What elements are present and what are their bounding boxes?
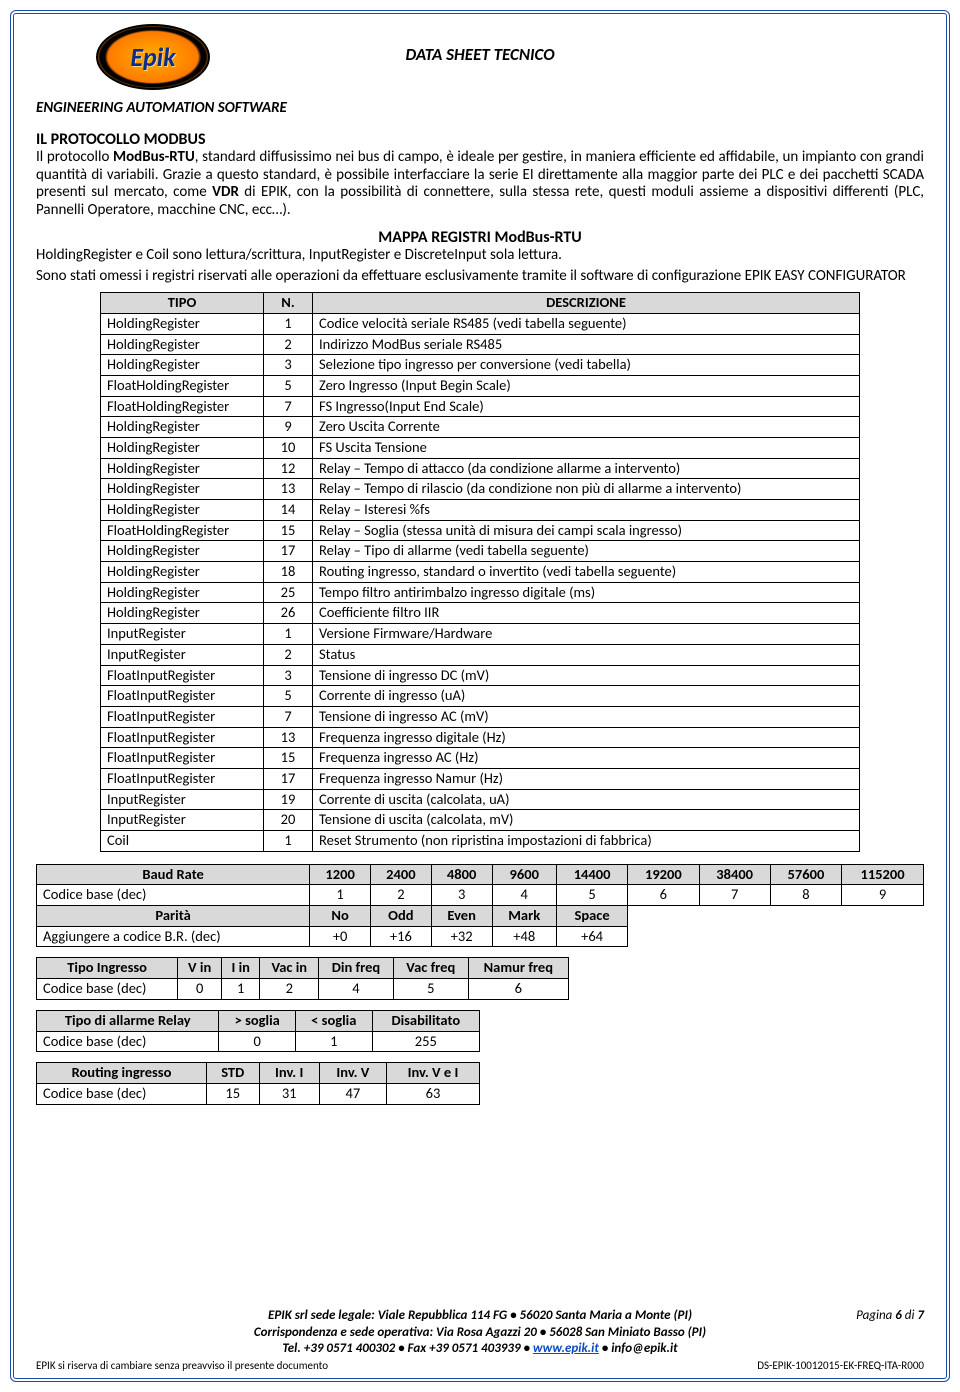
table-row: FloatInputRegister15Frequenza ingresso A… — [101, 748, 860, 769]
map-note-1: HoldingRegister e Coil sono lettura/scri… — [36, 247, 924, 265]
section-title: IL PROTOCOLLO MODBUS — [36, 130, 924, 149]
footer-doc-id: DS-EPIK-10012015-EK-FREQ-ITA-R000 — [757, 1359, 924, 1372]
table-row: InputRegister2Status — [101, 644, 860, 665]
footer-address-2: Corrispondenza e sede operativa: Via Ros… — [36, 1325, 924, 1341]
map-note-2: Sono stati omessi i registri riservati a… — [36, 268, 924, 286]
alarm-relay-table: Tipo di allarme Relay> soglia< sogliaDis… — [36, 1010, 480, 1052]
table-row: HoldingRegister25Tempo filtro antirimbal… — [101, 582, 860, 603]
table-row: FloatInputRegister7Tensione di ingresso … — [101, 706, 860, 727]
table-row: InputRegister20Tensione di uscita (calco… — [101, 810, 860, 831]
table-row: Coil1Reset Strumento (non ripristina imp… — [101, 831, 860, 852]
table-row: FloatInputRegister5Corrente di ingresso … — [101, 686, 860, 707]
table-row: HoldingRegister9Zero Uscita Corrente — [101, 417, 860, 438]
table-row: HoldingRegister18Routing ingresso, stand… — [101, 562, 860, 583]
col-desc: DESCRIZIONE — [313, 293, 860, 314]
table-row: HoldingRegister3Selezione tipo ingresso … — [101, 355, 860, 376]
page-number: Pagina 6 di 7 — [856, 1308, 924, 1323]
table-row: HoldingRegister2Indirizzo ModBus seriale… — [101, 334, 860, 355]
col-tipo: TIPO — [101, 293, 264, 314]
map-title: MAPPA REGISTRI ModBus-RTU — [36, 228, 924, 247]
tipo-ingresso-table: Tipo IngressoV inI inVac inDin freqVac f… — [36, 957, 569, 999]
col-n: N. — [264, 293, 313, 314]
datasheet-title: DATA SHEET TECNICO — [36, 44, 924, 65]
table-row: FloatHoldingRegister15Relay – Soglia (st… — [101, 520, 860, 541]
table-row: FloatHoldingRegister7FS Ingresso(Input E… — [101, 396, 860, 417]
baud-rate-table: Baud Rate1200240048009600144001920038400… — [36, 864, 924, 948]
website-link[interactable]: www.epik.it — [533, 1341, 599, 1356]
table-row: InputRegister19Corrente di uscita (calco… — [101, 789, 860, 810]
table-row: HoldingRegister12Relay – Tempo di attacc… — [101, 458, 860, 479]
table-row: FloatInputRegister13Frequenza ingresso d… — [101, 727, 860, 748]
footer-address-1: EPIK srl sede legale: Viale Repubblica 1… — [36, 1308, 924, 1324]
table-row: FloatInputRegister3Tensione di ingresso … — [101, 665, 860, 686]
table-row: HoldingRegister1Codice velocità seriale … — [101, 313, 860, 334]
table-row: HoldingRegister13Relay – Tempo di rilasc… — [101, 479, 860, 500]
table-row: InputRegister1Versione Firmware/Hardware — [101, 624, 860, 645]
table-row: FloatHoldingRegister5Zero Ingresso (Inpu… — [101, 375, 860, 396]
intro-paragraph: Il protocollo ModBus-RTU, standard diffu… — [36, 149, 924, 220]
table-row: HoldingRegister26Coefficiente filtro IIR — [101, 603, 860, 624]
routing-ingresso-table: Routing ingressoSTDInv. IInv. VInv. V e … — [36, 1062, 480, 1104]
table-row: HoldingRegister14Relay – Isteresi %fs — [101, 500, 860, 521]
page-footer: Pagina 6 di 7 EPIK srl sede legale: Vial… — [36, 1308, 924, 1372]
table-row: HoldingRegister10FS Uscita Tensione — [101, 437, 860, 458]
table-row: HoldingRegister17Relay – Tipo di allarme… — [101, 541, 860, 562]
footer-disclaimer: EPIK si riserva di cambiare senza preavv… — [36, 1359, 328, 1372]
register-map-table: TIPO N. DESCRIZIONE HoldingRegister1Codi… — [100, 292, 860, 852]
company-tagline: ENGINEERING AUTOMATION SOFTWARE — [36, 99, 287, 117]
page-header: Epik DATA SHEET TECNICO ENGINEERING AUTO… — [36, 24, 924, 124]
footer-contact: Tel. +39 0571 400302 • Fax +39 0571 4039… — [36, 1341, 924, 1357]
table-row: FloatInputRegister17Frequenza ingresso N… — [101, 768, 860, 789]
